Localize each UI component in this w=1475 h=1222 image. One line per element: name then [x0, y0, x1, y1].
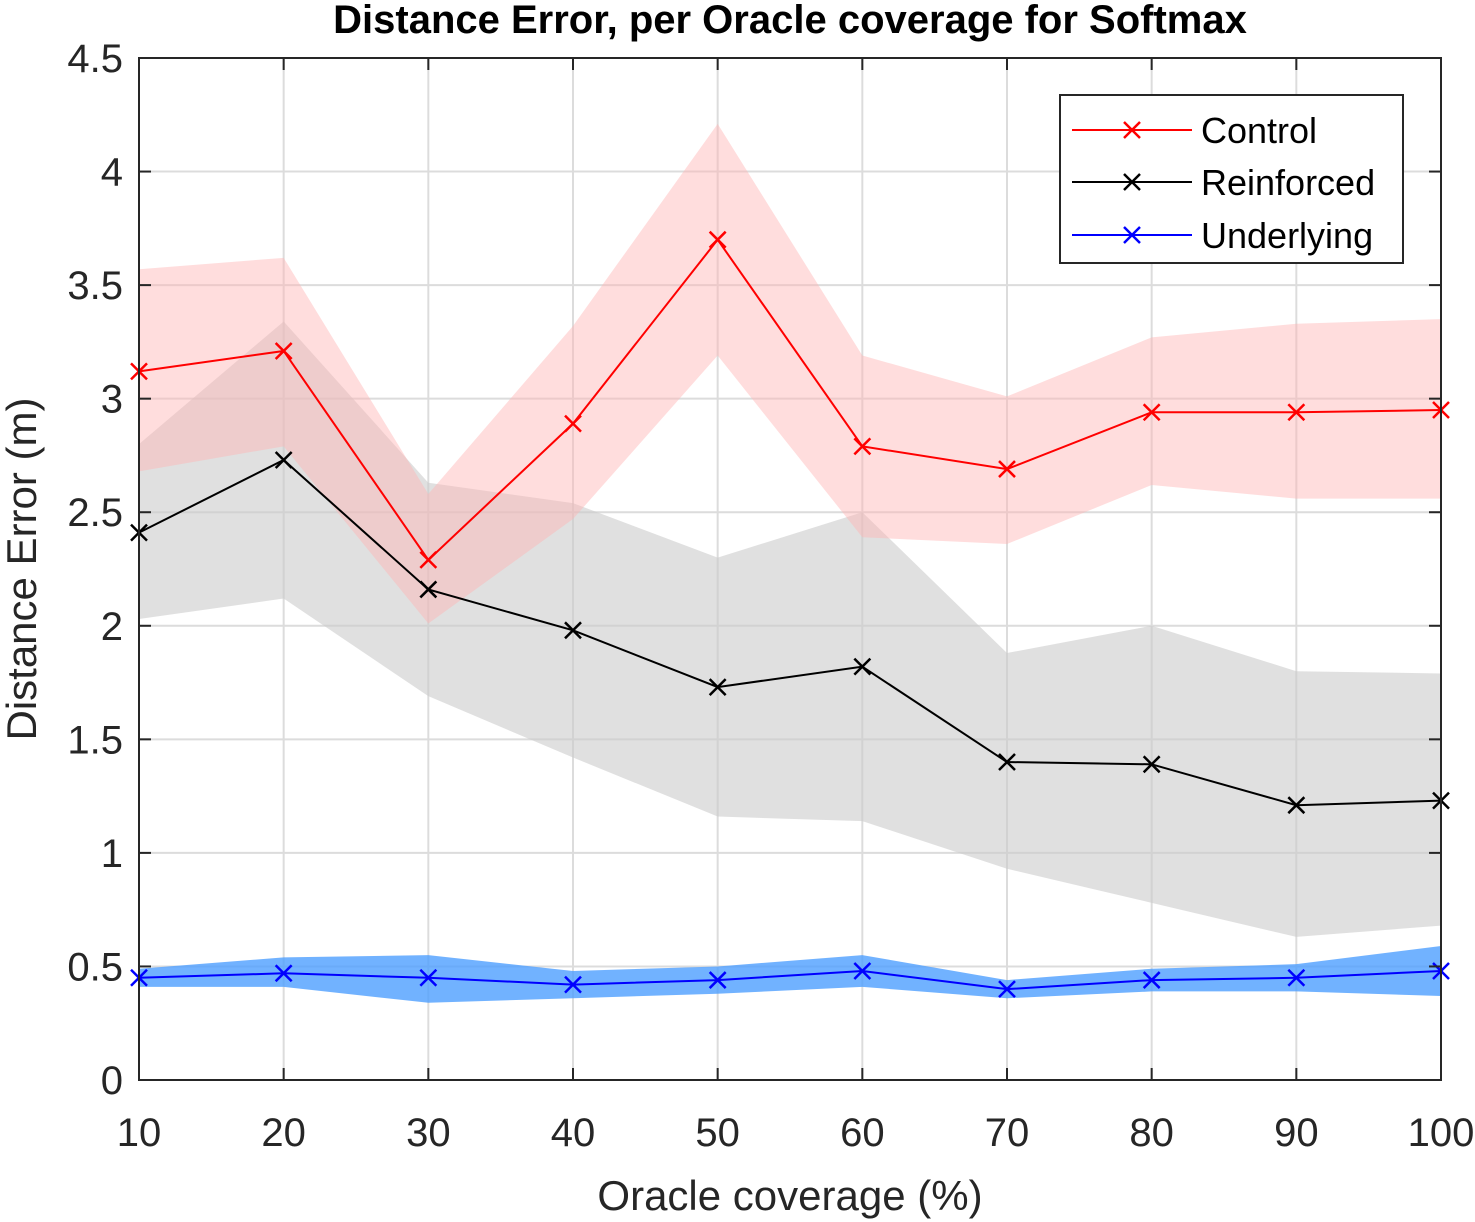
underlying-point-stroke [1287, 968, 1306, 987]
reinforced-point [274, 451, 293, 469]
y-tick-label: 2.5 [67, 491, 123, 535]
underlying-point-stroke [1142, 971, 1161, 989]
underlying-point [998, 980, 1016, 999]
underlying-point [419, 968, 438, 987]
control-line [138, 238, 1442, 562]
y-tick-label: 0 [101, 1059, 123, 1103]
reinforced-line [138, 458, 1442, 807]
y-tick-label: 3 [101, 378, 123, 422]
underlying-point-stroke [564, 975, 582, 994]
reinforced-point [708, 678, 727, 696]
reinforced-point [1287, 796, 1306, 815]
control-point [853, 437, 872, 456]
legend-reinforced-marker-stroke [1123, 173, 1141, 191]
reinforced-point-stroke [998, 753, 1016, 771]
legend: Control Reinforced Underlying [1059, 94, 1404, 264]
axis-ticks: 10 20 30 40 50 60 70 80 90 100 0 0.5 1 1.5 2 2.5 3 3.5 4 4.… [67, 37, 1474, 1155]
reinforced-point [564, 621, 582, 640]
control-point-stroke [998, 460, 1016, 478]
x-tick-label: 10 [117, 1111, 162, 1155]
reinforced-point [419, 580, 438, 599]
underlying-point [274, 964, 293, 983]
legend-control-label: Control [1201, 110, 1317, 151]
control-point [1142, 403, 1161, 422]
legend-control-marker-stroke [1123, 121, 1141, 139]
underlying-point-stroke [274, 964, 293, 983]
reinforced-band [139, 321, 1441, 937]
control-point [998, 460, 1016, 478]
x-tick-label: 70 [985, 1111, 1030, 1155]
x-tick-label: 60 [840, 1111, 885, 1155]
underlying-point [708, 971, 727, 989]
legend-underlying-marker [1123, 226, 1141, 244]
underlying-band [139, 946, 1441, 1003]
x-tick-label: 90 [1274, 1111, 1319, 1155]
control-point-stroke [1287, 403, 1306, 422]
reinforced-point [1142, 755, 1161, 774]
underlying-point [1287, 968, 1306, 987]
underlying-point-stroke [708, 971, 727, 989]
underlying-point [853, 962, 872, 980]
underlying-line [138, 969, 1442, 991]
control-point [1287, 403, 1306, 422]
reinforced-point-stroke [1142, 755, 1161, 774]
control-point-stroke [419, 551, 438, 569]
legend-underlying-label: Underlying [1201, 215, 1373, 256]
x-tick-label: 50 [695, 1111, 740, 1155]
reinforced-point-stroke [419, 580, 438, 599]
y-tick-label: 0.5 [67, 945, 123, 989]
control-point-stroke [274, 342, 293, 360]
underlying-point [1142, 971, 1161, 989]
x-tick-label: 100 [1408, 1111, 1475, 1155]
x-tick-label: 30 [406, 1111, 451, 1155]
x-tick-label: 40 [551, 1111, 596, 1155]
x-axis-label: Oracle coverage (%) [597, 1172, 982, 1219]
y-tick-label: 1 [101, 832, 123, 876]
control-point [419, 551, 438, 569]
control-point [708, 230, 727, 249]
control-point-stroke [564, 414, 582, 433]
legend-reinforced-label: Reinforced [1201, 162, 1375, 203]
y-axis-label: Distance Error (m) [0, 397, 45, 740]
legend-reinforced-marker [1123, 173, 1141, 191]
underlying-point-stroke [853, 962, 872, 980]
control-point [564, 414, 582, 433]
control-point-stroke [853, 437, 872, 456]
plot-area-border [138, 57, 1442, 1081]
control-band [139, 123, 1441, 624]
reinforced-point-stroke [274, 451, 293, 469]
underlying-point [564, 975, 582, 994]
underlying-point-stroke [419, 968, 438, 987]
underlying-point-stroke [998, 980, 1016, 999]
reinforced-point [998, 753, 1016, 771]
reinforced-point-stroke [564, 621, 582, 640]
reinforced-point-stroke [1287, 796, 1306, 815]
series-lines [138, 238, 1442, 991]
control-point-stroke [708, 230, 727, 249]
reinforced-point-stroke [853, 657, 872, 676]
control-point [274, 342, 293, 360]
legend-control-marker [1123, 121, 1141, 139]
legend-underlying-marker-stroke [1123, 226, 1141, 244]
y-tick-label: 4 [101, 151, 123, 195]
y-tick-label: 1.5 [67, 718, 123, 762]
confidence-bands [139, 123, 1441, 1003]
reinforced-point-stroke [708, 678, 727, 696]
y-tick-label: 2 [101, 605, 123, 649]
y-tick-label: 3.5 [67, 264, 123, 308]
x-tick-label: 80 [1129, 1111, 1174, 1155]
chart-title: Distance Error, per Oracle coverage for … [333, 0, 1247, 42]
x-tick-label: 20 [261, 1111, 306, 1155]
reinforced-point [853, 657, 872, 676]
control-point-stroke [1142, 403, 1161, 422]
y-tick-label: 4.5 [67, 37, 123, 81]
